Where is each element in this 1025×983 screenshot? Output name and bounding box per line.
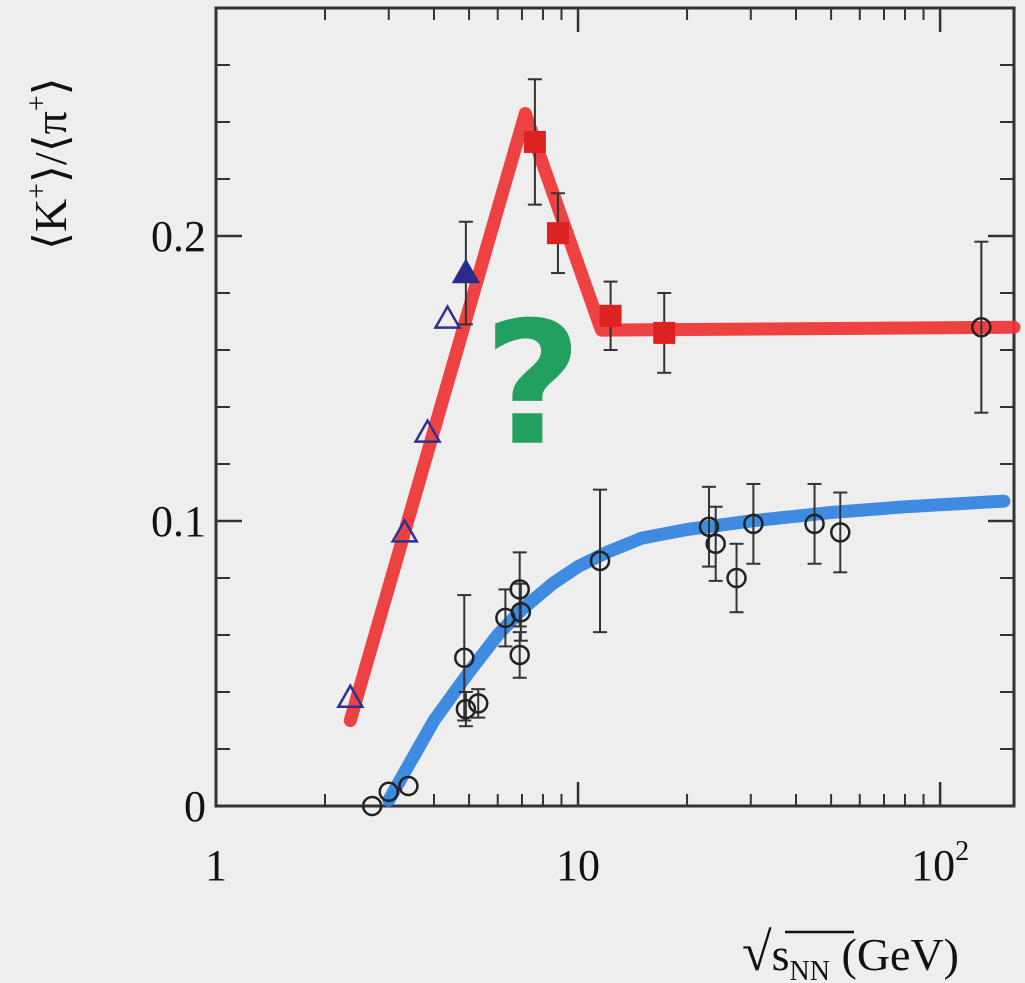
circle-marker (467, 693, 489, 714)
y-title-sup1: + (22, 183, 53, 199)
circle-marker (804, 513, 825, 535)
circle-marker (510, 601, 532, 623)
data-markers (336, 130, 992, 817)
circle-marker (361, 795, 383, 817)
question-mark-annotation: ? (484, 286, 583, 484)
y-title-open: ⟨K (25, 199, 76, 250)
plot-frame (214, 6, 1016, 808)
minor-ticks (216, 7, 1014, 806)
circle-marker (378, 781, 399, 802)
circle-marker (509, 644, 530, 666)
square-marker (599, 304, 622, 327)
y-tick-label: 0.1 (151, 497, 206, 546)
circle-marker (705, 533, 726, 555)
triangle-marker (336, 683, 365, 708)
triangle-marker (413, 418, 442, 443)
circle-marker (726, 567, 747, 589)
y-title-sup2: + (22, 95, 53, 111)
circle-marker (398, 775, 419, 797)
square-marker (653, 321, 676, 344)
y-tick-label: 0 (184, 782, 206, 831)
y-axis-title: ⟨K+⟩/⟨π+⟩ (22, 77, 76, 250)
triangle-marker (451, 258, 481, 284)
triangle-marker (390, 517, 419, 543)
x-tick-label: 102 (911, 836, 969, 890)
circle-marker (698, 516, 720, 537)
fit-curve-2 (382, 494, 1011, 807)
circle-marker (830, 522, 851, 543)
y-tick-label: 0.2 (151, 212, 206, 261)
major-ticks (214, 8, 1014, 808)
x-title-radical: √ (742, 922, 772, 982)
x-axis-title: √sNN (GeV) (742, 922, 959, 983)
x-tick-label: 10 (556, 841, 600, 890)
circle-marker (743, 513, 764, 535)
y-title-close: ⟩ (25, 77, 76, 95)
fit-curve-1 (343, 107, 1021, 727)
fit-curves (343, 107, 1021, 807)
circle-marker (455, 698, 477, 720)
circle-marker (509, 579, 530, 600)
circle-marker (589, 550, 611, 572)
triangle-marker (433, 304, 462, 329)
circle-marker (454, 647, 475, 669)
y-title-mid: ⟩/⟨π (25, 111, 76, 183)
x-title-sub: NN (790, 956, 830, 983)
x-tick-label: 1 (205, 841, 227, 890)
square-marker (546, 222, 569, 245)
tick-labels: 1 10 102 0 0.1 0.2 (151, 212, 969, 890)
x-title-main: s (772, 929, 790, 980)
square-marker (523, 130, 546, 153)
circle-marker (971, 316, 992, 338)
x-title-unit: (GeV) (830, 929, 959, 980)
